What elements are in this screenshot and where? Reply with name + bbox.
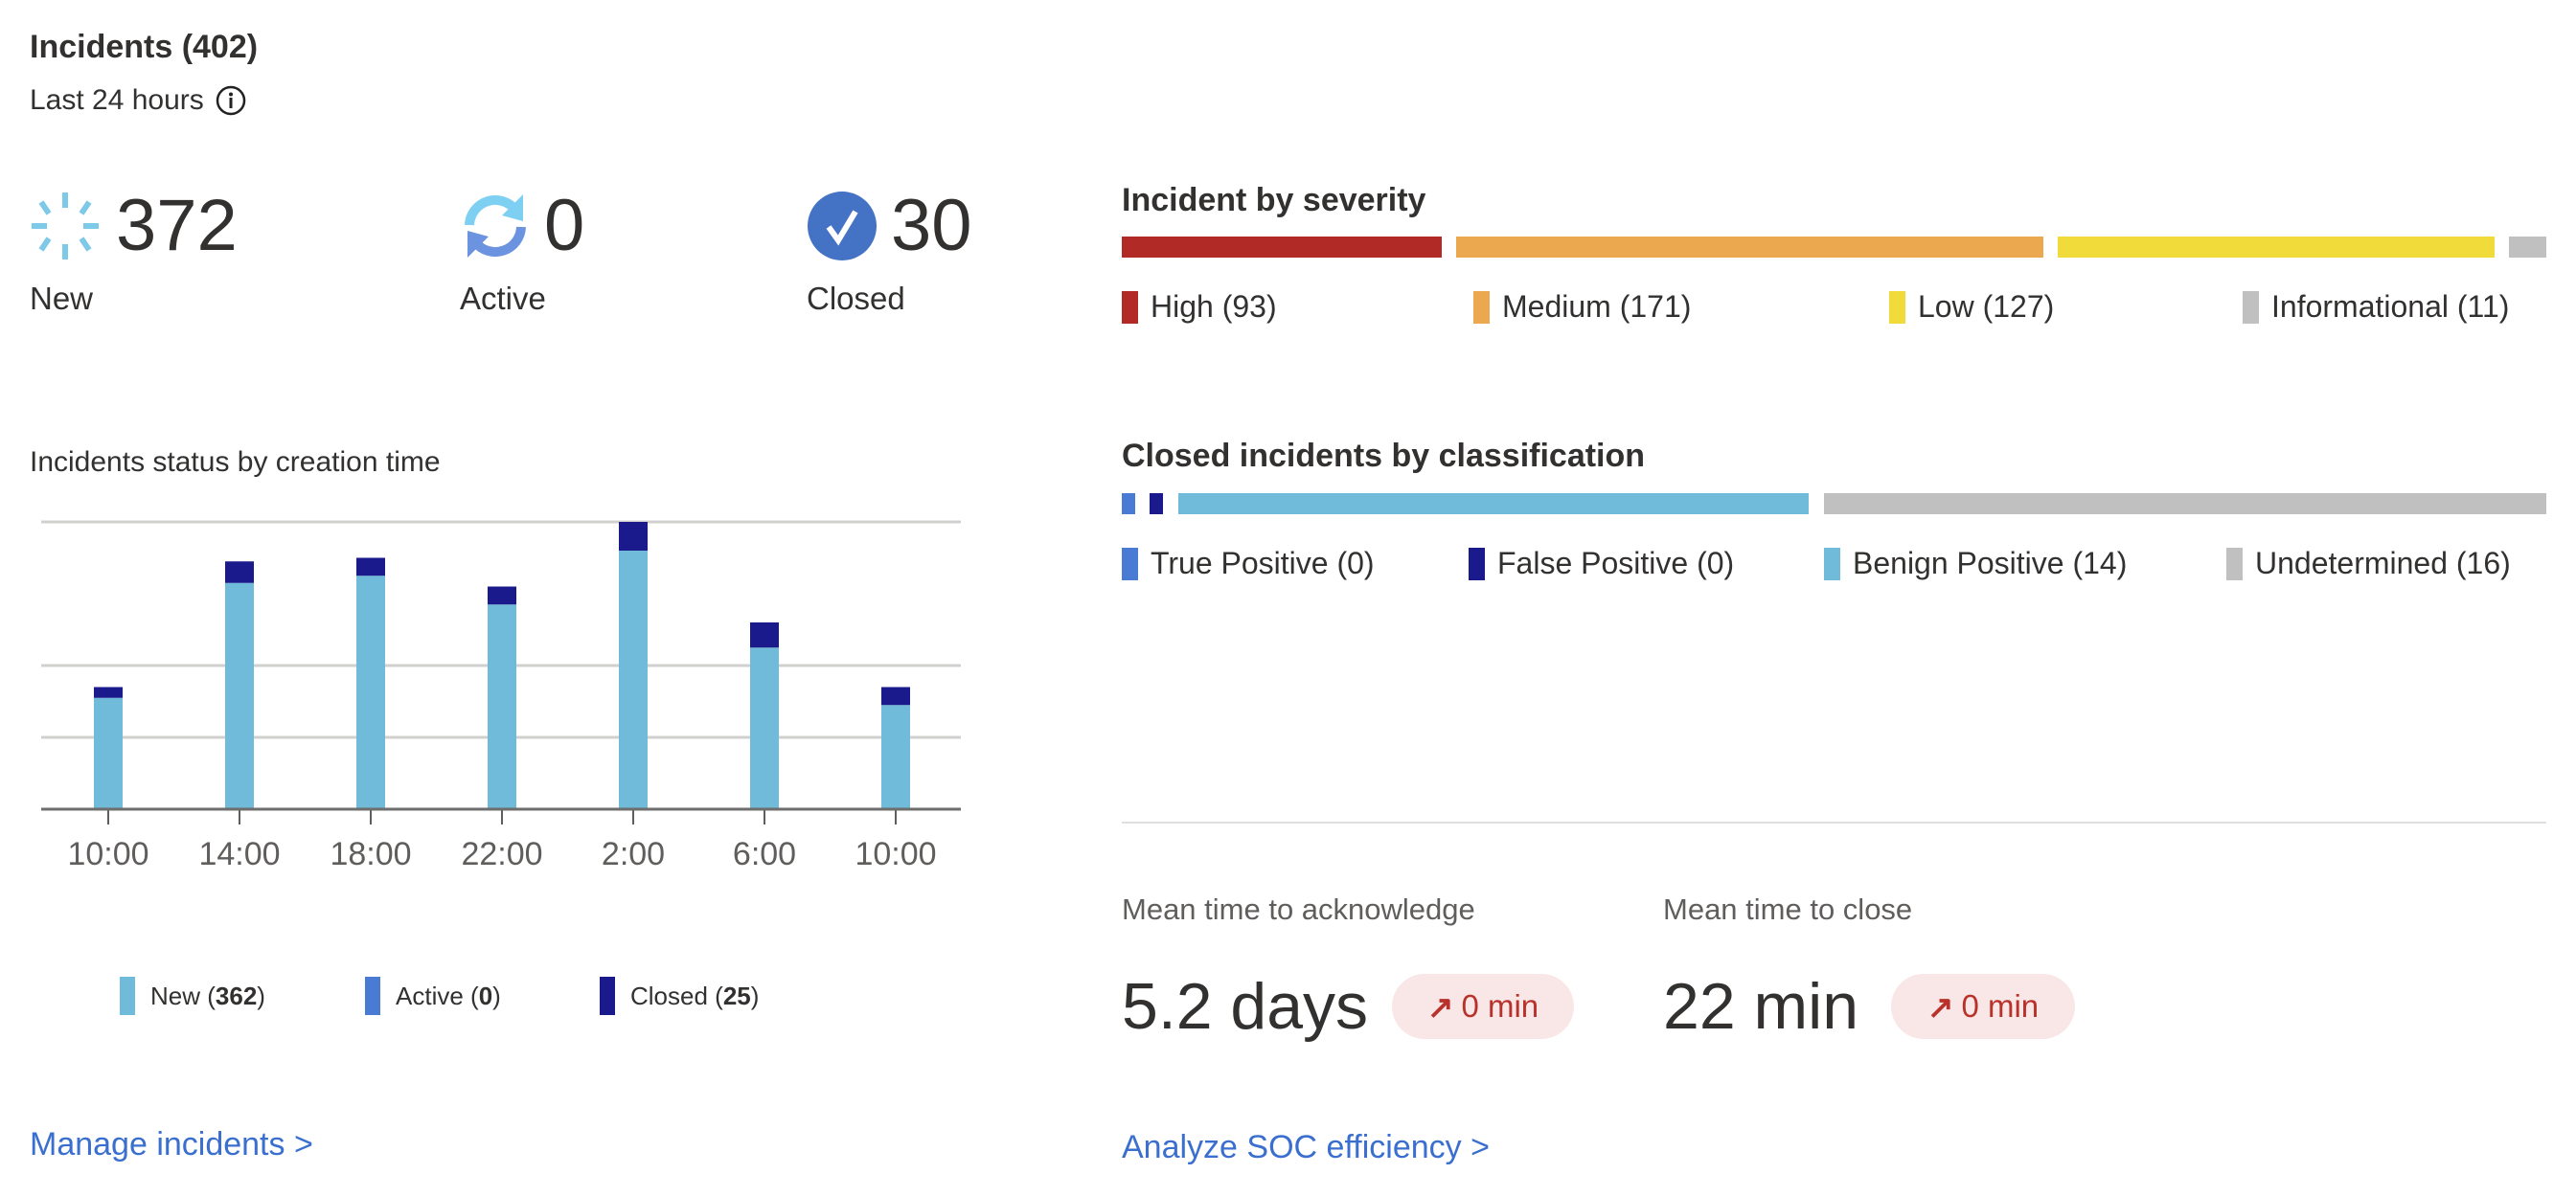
severity-legend-low: Low (127): [1889, 289, 2054, 325]
bar-new: [750, 647, 779, 809]
stat-new-label: New: [30, 281, 94, 316]
bar-closed: [619, 522, 648, 551]
legend-new[interactable]: New (362): [120, 977, 365, 1015]
manage-incidents-link[interactable]: Manage incidents >: [30, 1126, 313, 1163]
stat-closed-label: Closed: [807, 281, 905, 316]
legend-count: 25: [722, 981, 751, 1010]
stat-closed-value: 30: [891, 185, 972, 266]
chart-legend: New (362) Active (0) Closed (25): [120, 977, 759, 1015]
chart-title: Incidents status by creation time: [30, 446, 441, 478]
time-range: Last 24 hours: [30, 84, 246, 117]
arrow-up-right-icon: ↗: [1426, 988, 1454, 1025]
classification-legend-true-positive: True Positive (0): [1122, 546, 1375, 581]
analyze-soc-efficiency-link[interactable]: Analyze SOC efficiency >: [1122, 1129, 1490, 1165]
legend-swatch: [2226, 547, 2243, 580]
bar-new: [488, 604, 516, 809]
x-tick-label: 14:00: [198, 836, 280, 872]
classification-legend-false-positive: False Positive (0): [1469, 546, 1734, 581]
legend-name: New: [150, 981, 201, 1010]
legend-name: Active: [396, 981, 464, 1010]
bar-closed: [881, 687, 910, 706]
legend-label: Low (127): [1918, 289, 2055, 324]
classification-title: Closed incidents by classification: [1122, 438, 1646, 474]
mttc-value: 22 min: [1663, 970, 1859, 1043]
bar-closed: [94, 687, 123, 698]
severity-bar-segment: [1455, 237, 2043, 258]
check-circle-icon: [808, 192, 877, 260]
page-title: Incidents (402): [30, 29, 259, 65]
legend-label: High (93): [1151, 289, 1277, 324]
legend-swatch: [120, 977, 135, 1015]
legend-label: Undetermined (16): [2255, 546, 2511, 580]
info-icon[interactable]: [216, 85, 246, 116]
bar-closed: [356, 557, 385, 576]
mtta-value: 5.2 days: [1122, 970, 1369, 1043]
bar-closed: [488, 586, 516, 605]
classification-legend-benign-positive: Benign Positive (14): [1824, 546, 2127, 581]
x-tick-label: 10:00: [855, 836, 936, 872]
severity-bar-segment: [1122, 237, 1442, 258]
divider: [1122, 822, 2546, 824]
legend-label: True Positive (0): [1151, 546, 1375, 580]
classification-bar-benign-positive: [1178, 493, 1809, 514]
severity-bar-segment: [2057, 237, 2495, 258]
mttc-delta-badge: ↗ 0 min: [1891, 974, 2075, 1039]
severity-legend-high: High (93): [1122, 289, 1277, 325]
stat-new-value: 372: [116, 185, 238, 266]
mtta-delta: 0 min: [1461, 988, 1539, 1024]
bar-closed: [225, 561, 254, 583]
bar-new: [881, 705, 910, 809]
legend-closed[interactable]: Closed (25): [600, 977, 759, 1015]
legend-label: Medium (171): [1502, 289, 1692, 324]
classification-bar-false-positive: [1150, 493, 1163, 514]
legend-count: 362: [215, 981, 258, 1010]
legend-active[interactable]: Active (0): [365, 977, 600, 1015]
classification-bar-true-positive: [1122, 493, 1135, 514]
severity-bar-segment: [2508, 237, 2546, 258]
mtta-label: Mean time to acknowledge: [1122, 892, 1475, 926]
legend-swatch: [1824, 547, 1840, 580]
legend-count: 0: [478, 981, 493, 1010]
x-tick-label: 22:00: [461, 836, 542, 872]
legend-label: Benign Positive (14): [1853, 546, 2128, 580]
legend-swatch: [1122, 290, 1138, 324]
mtta-delta-badge: ↗ 0 min: [1392, 974, 1574, 1039]
classification-legend-undetermined: Undetermined (16): [2226, 546, 2511, 581]
time-range-label: Last 24 hours: [30, 84, 204, 116]
x-tick-label: 6:00: [733, 836, 796, 872]
bar-new: [94, 697, 123, 809]
severity-title: Incident by severity: [1122, 182, 1426, 218]
legend-swatch: [1473, 290, 1490, 324]
bar-closed: [750, 622, 779, 648]
x-tick-label: 2:00: [602, 836, 665, 872]
legend-swatch: [1889, 290, 1905, 324]
refresh-icon: [465, 194, 526, 258]
severity-legend-informational: Informational (11): [2243, 289, 2509, 325]
mttc-label: Mean time to close: [1663, 892, 1913, 926]
stat-active: 0: [460, 190, 584, 262]
status-chart: 10:00 14:00 18:00 22:00 2:00 6:00 10:00: [41, 520, 961, 872]
legend-name: Closed: [630, 981, 708, 1010]
legend-swatch: [2243, 290, 2259, 324]
legend-swatch: [1469, 547, 1485, 580]
x-tick-label: 10:00: [67, 836, 148, 872]
legend-swatch: [1122, 547, 1138, 580]
legend-swatch: [365, 977, 380, 1015]
classification-bar-undetermined: [1824, 493, 2546, 514]
spinner-icon: [32, 192, 99, 260]
legend-label: False Positive (0): [1497, 546, 1735, 580]
x-tick-label: 18:00: [330, 836, 411, 872]
legend-label: Informational (11): [2271, 289, 2510, 324]
bar-new: [356, 576, 385, 809]
stat-closed: 30: [807, 190, 972, 262]
stat-active-label: Active: [460, 281, 546, 316]
bar-new: [619, 551, 648, 809]
arrow-up-right-icon: ↗: [1926, 988, 1954, 1025]
severity-legend-medium: Medium (171): [1473, 289, 1691, 325]
mttc-delta: 0 min: [1961, 988, 2040, 1024]
legend-swatch: [600, 977, 615, 1015]
bar-new: [225, 582, 254, 809]
stat-active-value: 0: [544, 185, 585, 266]
stat-new: 372: [30, 190, 238, 262]
